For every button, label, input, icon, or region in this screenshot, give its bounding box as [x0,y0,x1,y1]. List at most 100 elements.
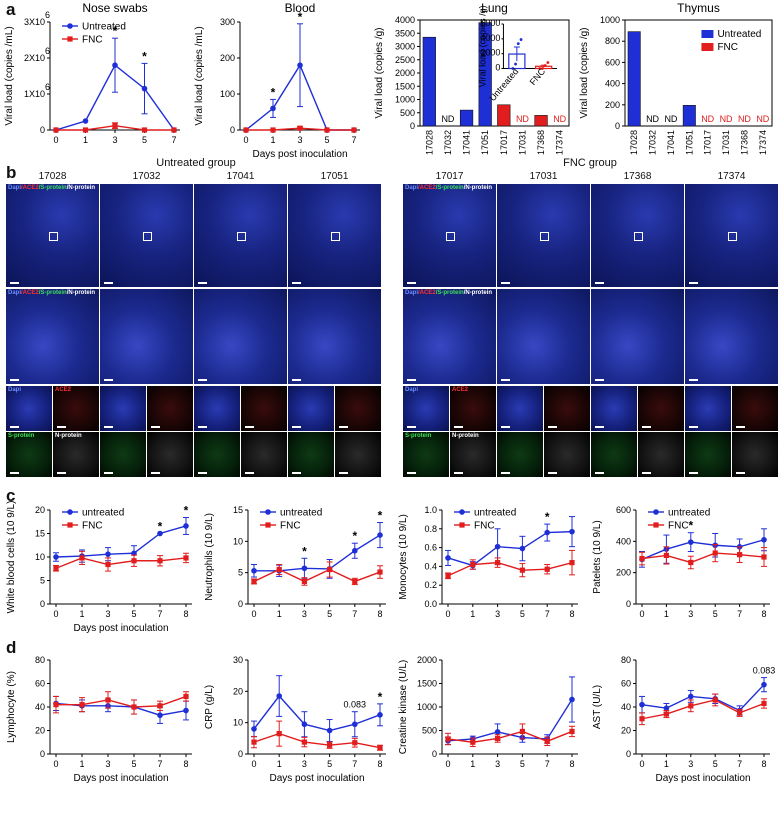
n-protein-channel-image [147,432,193,477]
x-axis-label: Days post inoculation [73,773,168,784]
series-line-untreated [254,534,381,572]
scale-bar [642,472,651,474]
data-point [377,712,383,718]
fnc-group-title: FNC group [563,157,617,169]
data-point [112,123,118,129]
y-tick-label: 1000 [417,702,437,712]
ace2-channel-image [335,386,381,431]
stain-label: /N-protein [463,185,493,191]
nd-label: ND [664,114,677,124]
legend-swatch [701,43,714,51]
data-point [351,127,357,133]
scale-bar [689,472,698,474]
x-tick-label: 17028 [629,130,639,155]
series-line-untreated [447,530,573,567]
y-axis-label: Viral load (copies /g) [579,28,590,119]
x-tick-label: 17032 [648,130,658,155]
data-point [105,561,111,568]
scale-bar [198,472,207,474]
bar-17028 [422,36,436,127]
series-line-untreated [253,694,381,732]
dapi-channel-image: Dapi [403,386,449,431]
x-tick-label: 17031 [517,130,527,155]
y-tick-label: 0.0 [424,599,437,609]
scale-bar [151,472,160,474]
scale-bar [339,472,348,474]
data-point [301,578,307,585]
x-tick-label: 0 [251,609,256,619]
scale-bar [245,472,254,474]
y-tick-label: 500 [422,726,437,736]
y-tick-label: 600 [605,57,620,67]
zoom-image [288,289,381,384]
significance-star: * [184,504,189,518]
data-point [301,721,308,728]
y-tick-label: 20 [233,686,243,696]
scale-bar [198,426,207,428]
data-point [326,727,333,734]
data-point [297,62,303,68]
scale-bar [501,282,510,284]
x-tick-label: 3 [688,759,693,769]
legend-marker [67,509,73,515]
data-point [276,731,282,737]
data-point [569,728,575,735]
data-point [157,558,163,564]
series-line-untreated [641,539,765,560]
series-line-fnc [641,552,765,564]
y-tick-label: 80 [35,655,45,665]
y-tick-exponent: 6 [45,82,50,92]
y-tick-label: 0.4 [424,561,437,571]
legend-marker [459,509,465,515]
stain-label: ACE2 [55,387,72,393]
y-tick-label: 800 [605,36,620,46]
x-tick-label: 7 [545,759,550,769]
scale-bar [407,426,416,428]
x-tick-label: 1 [270,135,275,145]
x-tick-label: 7 [737,609,742,619]
scale-bar [339,426,348,428]
data-point [688,539,694,545]
x-tick-label: 17028 [424,130,434,155]
nd-label: ND [756,114,769,124]
chart-crp: 0 10 20 30 0 1 3 5 7 8 CRP (g/L) Days post inoculat… [198,640,394,808]
inset-y-tick-label: 4000 [480,33,500,43]
x-tick-label: 3 [495,609,500,619]
stain-label: Dapi [8,387,22,393]
region-of-interest-box [539,231,549,241]
x-tick-label: 1 [664,609,669,619]
y-axis-label: Viral load (copies /mL) [194,26,205,125]
stain-label: /ACE2 [21,185,39,191]
s-protein-channel-image [100,432,146,477]
chart-lung: Lung 0 500 1000 1500 2000 2500 3000 3500 4000 Vira… [370,0,575,158]
ace2-channel-image [638,386,684,431]
x-tick-label: 17368 [536,130,546,155]
stain-label: /N-protein [463,290,493,296]
sample-id-label: 17031 [529,171,558,182]
legend-marker [265,522,271,528]
data-point [79,555,85,561]
stain-legend: N-protein [452,433,479,439]
data-point [183,707,189,714]
dapi-channel-image [194,386,240,431]
y-tick-label: 10 [35,552,45,562]
s-protein-channel-image [685,432,731,477]
x-tick-label: 1 [83,135,88,145]
scale-bar [642,426,651,428]
y-tick-label: 400 [605,79,620,89]
legend-marker [67,522,73,528]
x-tick-label: 8 [377,609,382,619]
y-tick-label: 30 [233,655,243,665]
region-of-interest-box [727,231,737,241]
data-point [270,127,276,133]
data-point [544,529,550,536]
inset-x-label: Untreated [487,66,520,103]
x-tick-label: 8 [761,759,766,769]
y-axis-label: Patelets (10 9/L) [592,520,603,593]
y-tick-label: 1500 [395,81,415,91]
x-tick-label: 5 [520,609,525,619]
s-protein-channel-image: S-protein [6,432,52,477]
overview-image [100,184,193,287]
y-tick-label: 15 [35,529,45,539]
data-point [470,739,476,745]
